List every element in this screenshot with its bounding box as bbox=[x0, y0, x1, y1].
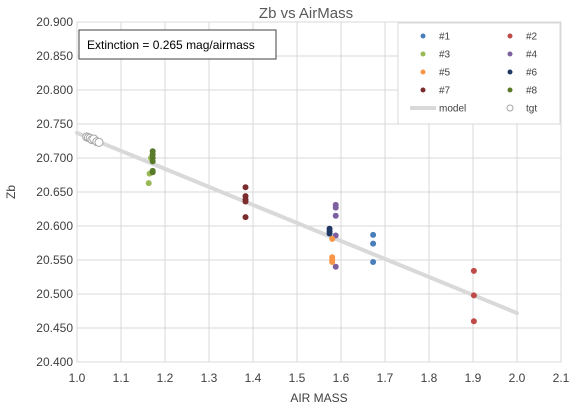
legend-swatch-series-8 bbox=[507, 87, 513, 93]
x-tick-label: 1.9 bbox=[465, 371, 482, 385]
x-tick-label: 1.5 bbox=[289, 371, 306, 385]
data-points bbox=[82, 132, 477, 325]
legend: #1 #2 #3 #4 #5 #6 #7 #8 model tgt bbox=[397, 22, 561, 125]
y-tick-label: 20.750 bbox=[36, 117, 73, 131]
chart-title: Zb vs AirMass bbox=[259, 5, 353, 22]
x-tick-label: 2.0 bbox=[509, 371, 526, 385]
y-tick-labels: 20.400 20.450 20.500 20.550 20.600 20.650 20.7… bbox=[36, 15, 73, 369]
point-series-2 bbox=[470, 292, 477, 299]
extinction-annotation: Extinction = 0.265 mag/airmass bbox=[78, 29, 277, 60]
x-tick-label: 1.0 bbox=[69, 371, 86, 385]
y-tick-label: 20.500 bbox=[36, 287, 73, 301]
y-tick-label: 20.550 bbox=[36, 253, 73, 267]
legend-label-tgt: tgt bbox=[526, 104, 537, 115]
point-series-2 bbox=[470, 267, 477, 274]
annotation-box bbox=[78, 29, 277, 60]
legend-label-series-3: #3 bbox=[439, 50, 451, 61]
y-tick-label: 20.850 bbox=[36, 49, 73, 63]
point-series-7 bbox=[242, 184, 249, 191]
x-tick-label: 1.4 bbox=[245, 371, 262, 385]
y-tick-label: 20.400 bbox=[36, 355, 73, 369]
legend-label-series-4: #4 bbox=[526, 50, 538, 61]
legend-label-series-1: #1 bbox=[439, 32, 451, 43]
legend-swatch-tgt bbox=[506, 104, 514, 112]
x-tick-label: 1.2 bbox=[157, 371, 174, 385]
annotation-text: Extinction = 0.265 mag/airmass bbox=[87, 38, 255, 52]
point-series-5 bbox=[329, 259, 336, 266]
point-series-1 bbox=[370, 259, 377, 266]
point-series-3 bbox=[145, 180, 152, 187]
point-series-8 bbox=[149, 169, 156, 176]
x-axis-title: AIR MASS bbox=[290, 391, 347, 405]
x-tick-label: 1.8 bbox=[421, 371, 438, 385]
legend-label-model: model bbox=[439, 104, 466, 115]
legend-swatch-series-1 bbox=[420, 33, 426, 39]
legend-label-series-2: #2 bbox=[526, 32, 538, 43]
legend-swatch-series-7 bbox=[420, 87, 426, 93]
legend-label-series-5: #5 bbox=[439, 68, 451, 79]
point-series-4 bbox=[332, 263, 339, 270]
point-series-7 bbox=[242, 198, 249, 205]
legend-label-series-7: #7 bbox=[439, 86, 451, 97]
legend-swatch-series-3 bbox=[420, 51, 426, 57]
plot-area bbox=[76, 21, 562, 363]
x-tick-label: 1.6 bbox=[333, 371, 350, 385]
legend-swatch-series-2 bbox=[507, 33, 513, 39]
point-series-1 bbox=[370, 240, 377, 247]
x-tick-labels: 1.0 1.1 1.2 1.3 1.4 1.5 1.6 1.7 1.8 1.9 2.0 2.1 bbox=[69, 371, 570, 385]
legend-swatch-series-4 bbox=[507, 51, 513, 57]
point-series-1 bbox=[370, 231, 377, 238]
legend-swatch-series-6 bbox=[507, 69, 513, 75]
legend-label-series-8: #8 bbox=[526, 86, 538, 97]
legend-swatch-series-5 bbox=[420, 69, 426, 75]
point-tgt bbox=[94, 137, 104, 147]
point-series-5 bbox=[329, 235, 336, 242]
point-series-7 bbox=[242, 214, 249, 221]
legend-label-series-6: #6 bbox=[526, 68, 538, 79]
x-tick-label: 1.7 bbox=[377, 371, 394, 385]
y-tick-label: 20.450 bbox=[36, 321, 73, 335]
point-series-2 bbox=[470, 318, 477, 325]
point-series-4 bbox=[332, 212, 339, 219]
y-tick-label: 20.600 bbox=[36, 219, 73, 233]
y-tick-label: 20.700 bbox=[36, 151, 73, 165]
y-tick-label: 20.650 bbox=[36, 185, 73, 199]
x-tick-label: 2.1 bbox=[553, 371, 570, 385]
y-axis-title: Zb bbox=[4, 185, 18, 199]
x-tick-label: 1.3 bbox=[201, 371, 218, 385]
y-tick-label: 20.900 bbox=[36, 15, 73, 29]
point-series-8 bbox=[149, 158, 156, 165]
point-series-6 bbox=[326, 230, 333, 237]
point-series-4 bbox=[332, 204, 339, 211]
x-tick-label: 1.1 bbox=[113, 371, 130, 385]
y-tick-label: 20.800 bbox=[36, 83, 73, 97]
